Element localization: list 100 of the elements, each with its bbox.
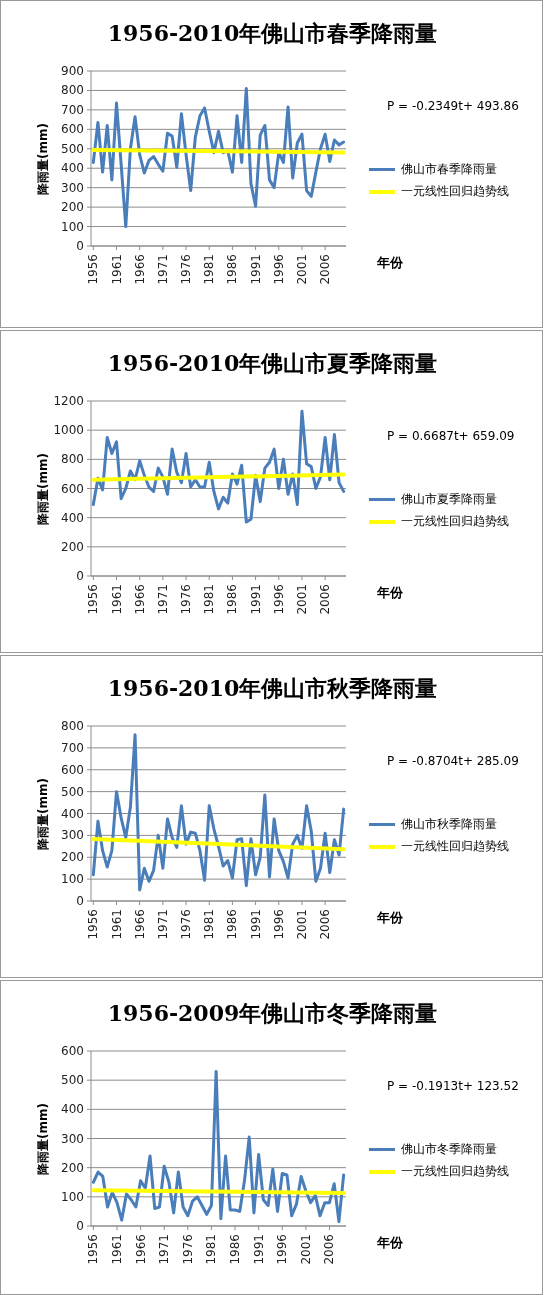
x-tick-label: 1991 <box>248 584 263 615</box>
y-tick-label: 700 <box>61 740 84 755</box>
x-tick-label: 1966 <box>132 254 147 285</box>
y-tick-label: 700 <box>61 102 84 117</box>
y-tick-label: 200 <box>61 1160 84 1175</box>
x-tick-label: 1996 <box>271 254 286 285</box>
y-tick-label: 500 <box>61 141 84 156</box>
x-tick-label: 1986 <box>228 1234 243 1265</box>
y-tick-label: 1000 <box>53 423 84 438</box>
y-tick-label: 600 <box>61 1044 84 1058</box>
x-tick-label: 2006 <box>318 584 333 615</box>
legend-label: 一元线性回归趋势线 <box>400 183 509 200</box>
x-tick-label: 1981 <box>202 909 217 940</box>
x-tick-label: 1981 <box>204 1234 219 1265</box>
text: P = -0.2349t+ 493.86 <box>387 99 519 113</box>
y-tick-label: 100 <box>61 219 84 234</box>
legend-label: 一元线性回归趋势线 <box>400 838 509 855</box>
y-axis-title: 降雨量(mm) <box>34 452 51 525</box>
x-tick-label: 2006 <box>318 254 333 285</box>
x-tick-label: 1976 <box>179 254 194 285</box>
x-tick-label: 1986 <box>225 909 240 940</box>
y-tick-label: 800 <box>61 719 84 733</box>
x-tick-label: 1986 <box>225 254 240 285</box>
y-axis-title: 降雨量(mm) <box>34 1102 51 1175</box>
y-tick-label: 600 <box>61 122 84 137</box>
y-tick-label: 300 <box>61 180 84 195</box>
y-tick-label: 400 <box>61 806 84 821</box>
x-axis-title: 年份 <box>377 254 403 272</box>
y-tick-label: 400 <box>61 1102 84 1117</box>
text: P = -0.1913t+ 123.52 <box>387 1079 519 1093</box>
legend-label: 佛山市秋季降雨量 <box>400 816 497 833</box>
legend-label: 佛山市夏季降雨量 <box>400 491 497 508</box>
x-tick-label: 1966 <box>132 909 147 940</box>
x-tick-label: 1961 <box>109 1234 124 1265</box>
y-tick-label: 500 <box>61 784 84 799</box>
x-tick-label: 1961 <box>109 254 124 285</box>
legend-label: 佛山市冬季降雨量 <box>400 1141 497 1158</box>
y-tick-label: 0 <box>76 1219 84 1233</box>
x-tick-label: 1976 <box>179 584 194 615</box>
y-tick-label: 800 <box>61 83 84 98</box>
legend-label: 一元线性回归趋势线 <box>400 1163 509 1180</box>
x-tick-label: 1991 <box>251 1234 266 1265</box>
chart-title: 1956-2009年佛山市冬季降雨量 <box>106 999 439 1028</box>
x-tick-label: 1966 <box>133 1234 148 1265</box>
legend-label: 一元线性回归趋势线 <box>400 513 509 530</box>
legend-label: 佛山市春季降雨量 <box>400 161 497 178</box>
y-tick-label: 800 <box>61 452 84 467</box>
x-tick-label: 2006 <box>322 1234 337 1265</box>
x-tick-label: 2001 <box>294 254 309 285</box>
y-tick-label: 0 <box>76 569 84 583</box>
y-tick-label: 100 <box>61 1189 84 1204</box>
x-tick-label: 1956 <box>86 584 101 615</box>
x-tick-label: 2006 <box>318 909 333 940</box>
text: P = 0.6687t+ 659.09 <box>387 429 515 443</box>
y-tick-label: 200 <box>61 200 84 215</box>
x-tick-label: 1996 <box>275 1234 290 1265</box>
chart-title: 1956-2010年佛山市夏季降雨量 <box>106 349 439 378</box>
x-tick-label: 1976 <box>179 909 194 940</box>
y-tick-label: 400 <box>61 510 84 525</box>
x-axis-title: 年份 <box>377 909 403 927</box>
x-tick-label: 1971 <box>157 1234 172 1265</box>
x-axis-title: 年份 <box>377 584 403 602</box>
x-tick-label: 1971 <box>155 909 170 940</box>
y-tick-label: 300 <box>61 828 84 843</box>
x-tick-label: 1991 <box>248 254 263 285</box>
y-tick-label: 600 <box>61 481 84 496</box>
x-tick-label: 1956 <box>86 1234 101 1265</box>
chart-title: 1956-2010年佛山市秋季降雨量 <box>106 674 439 703</box>
y-tick-label: 500 <box>61 1073 84 1088</box>
text: P = -0.8704t+ 285.09 <box>387 754 519 768</box>
x-tick-label: 1986 <box>225 584 240 615</box>
x-tick-label: 1996 <box>271 584 286 615</box>
y-tick-label: 200 <box>61 850 84 865</box>
x-tick-label: 1981 <box>202 584 217 615</box>
y-tick-label: 0 <box>76 239 84 253</box>
y-axis-title: 降雨量(mm) <box>34 777 51 850</box>
x-tick-label: 1991 <box>248 909 263 940</box>
x-tick-label: 2001 <box>298 1234 313 1265</box>
y-tick-label: 300 <box>61 1131 84 1146</box>
y-tick-label: 0 <box>76 894 84 908</box>
y-tick-label: 400 <box>61 161 84 176</box>
y-tick-label: 900 <box>61 64 84 78</box>
x-tick-label: 1971 <box>155 254 170 285</box>
x-tick-label: 2001 <box>294 909 309 940</box>
x-tick-label: 1981 <box>202 254 217 285</box>
x-tick-label: 1961 <box>109 584 124 615</box>
chart-title: 1956-2010年佛山市春季降雨量 <box>106 19 439 48</box>
y-tick-label: 600 <box>61 762 84 777</box>
x-tick-label: 1976 <box>180 1234 195 1265</box>
x-tick-label: 1961 <box>109 909 124 940</box>
x-tick-label: 1966 <box>132 584 147 615</box>
y-axis-title: 降雨量(mm) <box>34 122 51 195</box>
y-tick-label: 200 <box>61 539 84 554</box>
y-tick-label: 1200 <box>53 394 84 408</box>
y-tick-label: 100 <box>61 872 84 887</box>
x-tick-label: 1956 <box>86 254 101 285</box>
x-tick-label: 1996 <box>271 909 286 940</box>
x-tick-label: 1956 <box>86 909 101 940</box>
x-tick-label: 1971 <box>155 584 170 615</box>
x-axis-title: 年份 <box>377 1234 403 1252</box>
